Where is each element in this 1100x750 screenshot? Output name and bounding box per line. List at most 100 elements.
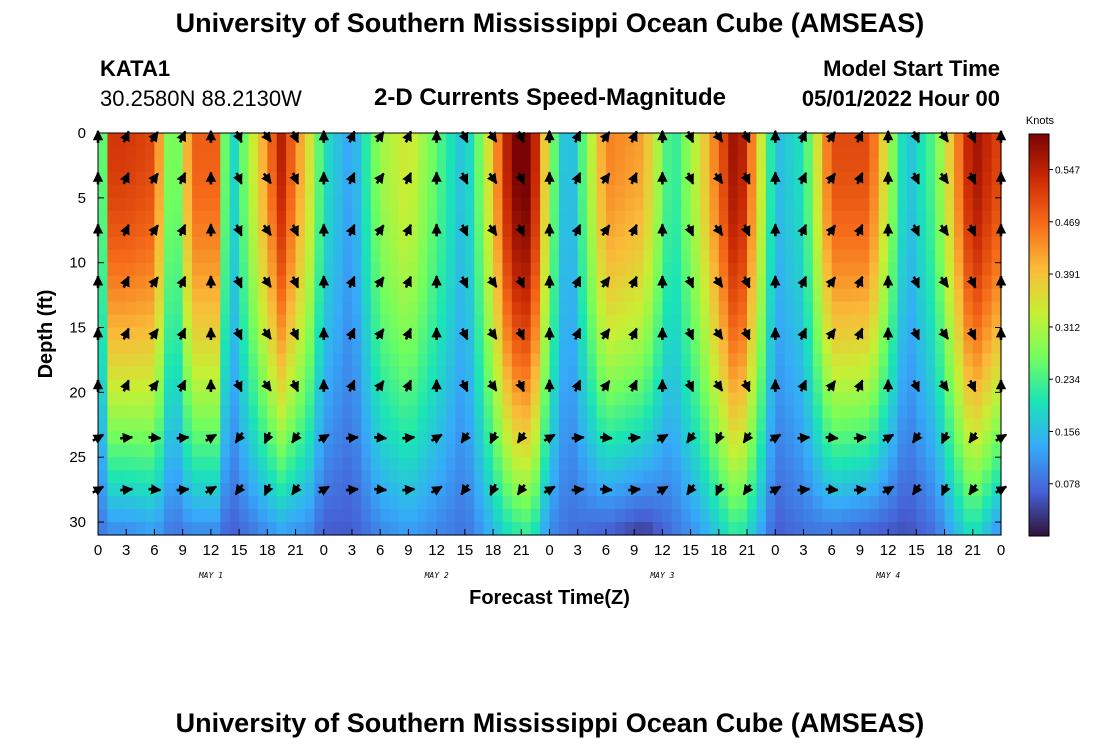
heatmap-cell (982, 145, 993, 160)
heatmap-cell (841, 301, 852, 316)
heatmap-cell (953, 405, 964, 419)
heatmap-cell (700, 210, 711, 225)
current-arrow (291, 483, 302, 496)
heatmap-cell (624, 522, 635, 536)
heatmap-cell (192, 470, 203, 484)
heatmap-cell (982, 327, 993, 342)
heatmap-cell (803, 340, 814, 355)
heatmap-cell (681, 301, 692, 316)
heatmap-cell (145, 288, 156, 303)
heatmap-cell (502, 366, 513, 380)
heatmap-cell (634, 366, 645, 380)
current-arrow (968, 431, 979, 444)
heatmap-cell (295, 418, 306, 432)
heatmap-cell (841, 249, 852, 264)
heatmap-cell (568, 418, 579, 432)
heatmap-cell (587, 236, 598, 251)
heatmap-cell (201, 288, 212, 303)
heatmap-cell (304, 184, 315, 199)
heatmap-cell (342, 353, 353, 368)
heatmap-cell (333, 418, 344, 432)
heatmap-cell (718, 457, 729, 471)
heatmap-cell (502, 301, 513, 316)
heatmap-cell (493, 470, 504, 484)
heatmap-cell (192, 392, 203, 406)
heatmap-cell (671, 353, 682, 368)
heatmap-cell (756, 405, 767, 419)
heatmap-cell (380, 223, 391, 238)
heatmap-cell (304, 210, 315, 225)
heatmap-cell (314, 210, 325, 225)
heatmap-cell (643, 327, 654, 342)
heatmap-cell (304, 327, 315, 342)
heatmap-cell (182, 158, 193, 173)
heatmap-cell (154, 444, 165, 458)
heatmap-cell (897, 288, 908, 303)
heatmap-cell (652, 444, 663, 458)
heatmap-cell (728, 301, 739, 316)
heatmap-cell (888, 379, 899, 393)
heatmap-cell (700, 301, 711, 316)
heatmap-cell (831, 262, 842, 277)
heatmap-cell (154, 379, 165, 393)
heatmap-cell (370, 496, 381, 510)
heatmap-cell (953, 444, 964, 458)
heatmap-cell (728, 184, 739, 199)
heatmap-cell (615, 197, 626, 212)
heatmap-cell (935, 522, 946, 536)
heatmap-cell (643, 197, 654, 212)
heatmap-cell (643, 314, 654, 329)
y-tick-label: 5 (78, 190, 86, 207)
heatmap-cell (145, 262, 156, 277)
heatmap-cell (126, 379, 137, 393)
heatmap-cell (869, 496, 880, 510)
heatmap-cell (474, 184, 485, 199)
heatmap-cell (116, 197, 127, 212)
heatmap-cell (493, 353, 504, 368)
heatmap-cell (286, 483, 297, 497)
heatmap-cell (765, 366, 776, 380)
heatmap-cell (765, 249, 776, 264)
heatmap-cell (558, 431, 569, 445)
heatmap-cell (192, 353, 203, 368)
heatmap-cell (210, 470, 221, 484)
heatmap-cell (220, 145, 231, 160)
heatmap-cell (925, 405, 936, 419)
heatmap-cell (549, 470, 560, 484)
current-arrow (345, 432, 359, 444)
heatmap-cell (963, 184, 974, 199)
heatmap-cell (182, 171, 193, 186)
heatmap-cell (323, 353, 334, 368)
heatmap-cell (427, 249, 438, 264)
heatmap-cell (850, 366, 861, 380)
heatmap-cell (605, 522, 616, 536)
heatmap-cell (483, 184, 494, 199)
heatmap-cell (192, 171, 203, 186)
heatmap-cell (916, 301, 927, 316)
heatmap-cell (982, 496, 993, 510)
heatmap-cell (323, 470, 334, 484)
x-tick-label: 9 (178, 542, 186, 559)
heatmap-cell (408, 171, 419, 186)
heatmap-cell (201, 470, 212, 484)
heatmap-cell (859, 249, 870, 264)
heatmap-cell (615, 288, 626, 303)
heatmap-cell (850, 158, 861, 173)
heatmap-cell (634, 210, 645, 225)
heatmap-cell (323, 496, 334, 510)
heatmap-cell (859, 496, 870, 510)
heatmap-cell (408, 366, 419, 380)
x-axis: 0 3 6 9 12 15 18 21 0 3 6 9 12 15 18 21 0 3 6 9 12 15 18 21 0 3 6 9… (94, 133, 1005, 580)
heatmap-cell (192, 444, 203, 458)
heatmap-cell (427, 301, 438, 316)
heatmap-cell (747, 353, 758, 368)
heatmap-cell (182, 288, 193, 303)
heatmap-cell (295, 301, 306, 316)
heatmap-cell (690, 444, 701, 458)
heatmap-cell (304, 405, 315, 419)
heatmap-cell (784, 210, 795, 225)
current-arrow (628, 379, 638, 392)
heatmap-cell (239, 236, 250, 251)
heatmap-cell (737, 353, 748, 368)
heatmap-cell (916, 197, 927, 212)
